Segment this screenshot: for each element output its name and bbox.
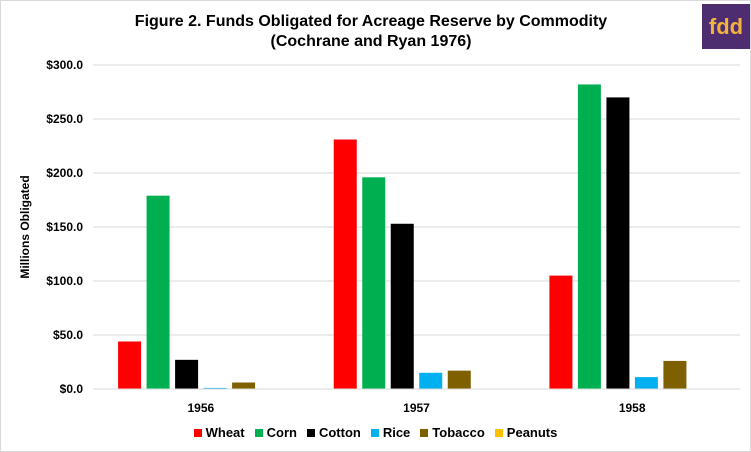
bar-wheat-1958	[549, 275, 573, 389]
chart-title: Figure 2. Funds Obligated for Acreage Re…	[134, 13, 608, 30]
fdd-logo: fdd	[702, 4, 750, 49]
x-tick-label: 1957	[403, 401, 430, 415]
bar-wheat-1957	[333, 139, 357, 389]
bar-tobacco-1956	[232, 382, 256, 389]
bar-rice-1958	[634, 377, 658, 389]
chart-subtitle: (Cochrane and Ryan 1976)	[270, 33, 472, 50]
legend: Wheat Corn Cotton Rice Tobacco Peanuts	[1, 425, 750, 440]
legend-item-tobacco: Tobacco	[420, 425, 485, 440]
bar-corn-1957	[362, 177, 386, 389]
legend-item-rice: Rice	[370, 425, 411, 440]
bar-cotton-1958	[606, 97, 630, 390]
y-tick-label: $250.0	[46, 112, 83, 126]
y-tick-label: $50.0	[53, 328, 83, 342]
legend-swatch	[193, 428, 202, 437]
y-axis-label: Millions Obligated	[18, 175, 32, 278]
bar-tobacco-1957	[447, 370, 471, 389]
bars	[118, 84, 687, 390]
bar-corn-1956	[146, 195, 170, 389]
legend-label: Corn	[266, 425, 297, 440]
legend-label: Wheat	[205, 425, 245, 440]
y-tick-label: $300.0	[46, 58, 83, 72]
x-axis-ticks: 1956 1957 1958	[187, 401, 645, 415]
bar-cotton-1956	[175, 359, 199, 389]
y-tick-label: $150.0	[46, 220, 83, 234]
x-tick-label: 1956	[187, 401, 214, 415]
bar-tobacco-1958	[663, 360, 687, 389]
gridlines	[93, 64, 740, 336]
legend-swatch	[420, 428, 429, 437]
bar-cotton-1957	[390, 223, 414, 389]
y-tick-label: $0.0	[60, 382, 84, 396]
bar-wheat-1956	[118, 341, 142, 389]
y-tick-label: $200.0	[46, 166, 83, 180]
legend-swatch	[494, 428, 503, 437]
legend-item-cotton: Cotton	[306, 425, 361, 440]
legend-swatch	[370, 428, 379, 437]
y-tick-label: $100.0	[46, 274, 83, 288]
legend-item-wheat: Wheat	[193, 425, 245, 440]
legend-swatch	[254, 428, 263, 437]
legend-label: Cotton	[318, 425, 361, 440]
bar-rice-1956	[203, 387, 227, 389]
legend-swatch	[306, 428, 315, 437]
y-axis-ticks: $0.0 $50.0 $100.0 $150.0 $200.0 $250.0 $300.0	[46, 58, 83, 396]
legend-label: Peanuts	[506, 425, 558, 440]
legend-label: Tobacco	[432, 425, 485, 440]
bar-rice-1957	[419, 372, 443, 389]
x-tick-label: 1958	[619, 401, 646, 415]
bar-corn-1958	[577, 84, 601, 389]
legend-item-peanuts: Peanuts	[494, 425, 558, 440]
legend-item-corn: Corn	[254, 425, 297, 440]
legend-label: Rice	[382, 425, 411, 440]
